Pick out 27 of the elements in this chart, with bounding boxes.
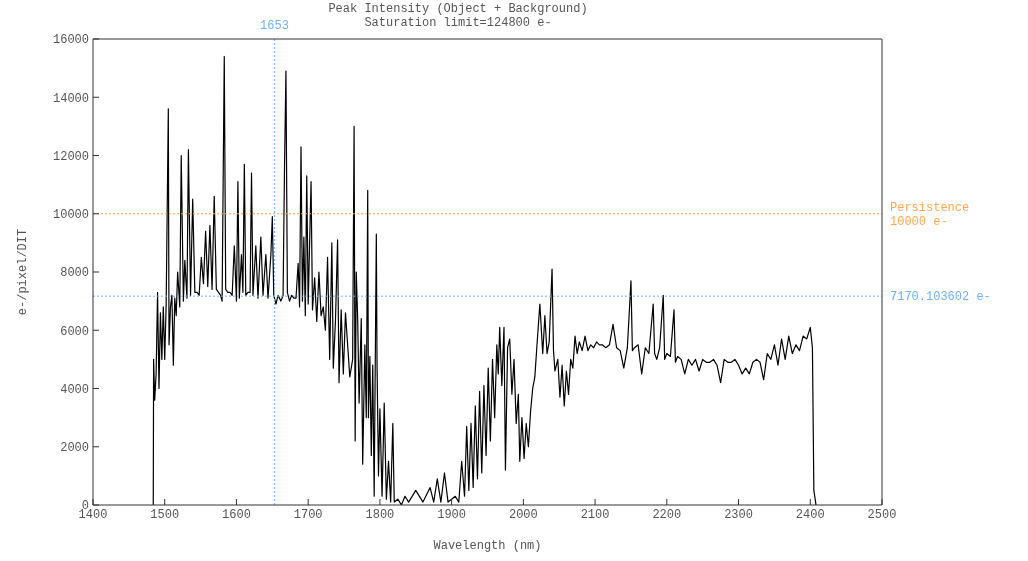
x-tick-label: 1700 xyxy=(293,507,323,522)
y-tick-label: 12000 xyxy=(52,149,89,164)
chart-title: Peak Intensity (Object + Background) xyxy=(327,2,589,16)
line-series xyxy=(152,55,817,505)
x-axis-title: Wavelength (nm) xyxy=(433,539,542,553)
x-tick-label: 2200 xyxy=(652,507,682,522)
ref-line-label: 1653 xyxy=(260,19,289,33)
y-tick-label: 4000 xyxy=(60,382,89,397)
x-tick-label: 2100 xyxy=(580,507,610,522)
ref-line-label: 7170.103602 e- xyxy=(890,290,991,305)
y-tick-label: 14000 xyxy=(52,91,89,106)
x-tick-label: 1600 xyxy=(222,507,251,522)
x-tick-label: 2000 xyxy=(508,507,538,522)
y-axis-title: e-/pixel/DIT xyxy=(16,228,31,316)
ref-line-label: Persistence 10000 e- xyxy=(890,200,970,229)
y-tick-label: 8000 xyxy=(60,266,89,281)
x-tick-label: 2300 xyxy=(724,507,753,522)
y-tick-label: 2000 xyxy=(60,441,89,456)
x-tick-label: 2400 xyxy=(795,507,825,522)
x-tick-label: 1500 xyxy=(150,507,180,522)
y-tick-label: 10000 xyxy=(52,208,89,223)
y-tick-label: 6000 xyxy=(60,324,89,339)
chart-subtitle: Saturation limit=124800 e- xyxy=(364,16,552,30)
x-tick-label: 1900 xyxy=(437,507,467,522)
x-tick-label: 2500 xyxy=(867,507,897,522)
y-tick-label: 16000 xyxy=(52,33,89,48)
x-tick-label: 1800 xyxy=(365,507,395,522)
